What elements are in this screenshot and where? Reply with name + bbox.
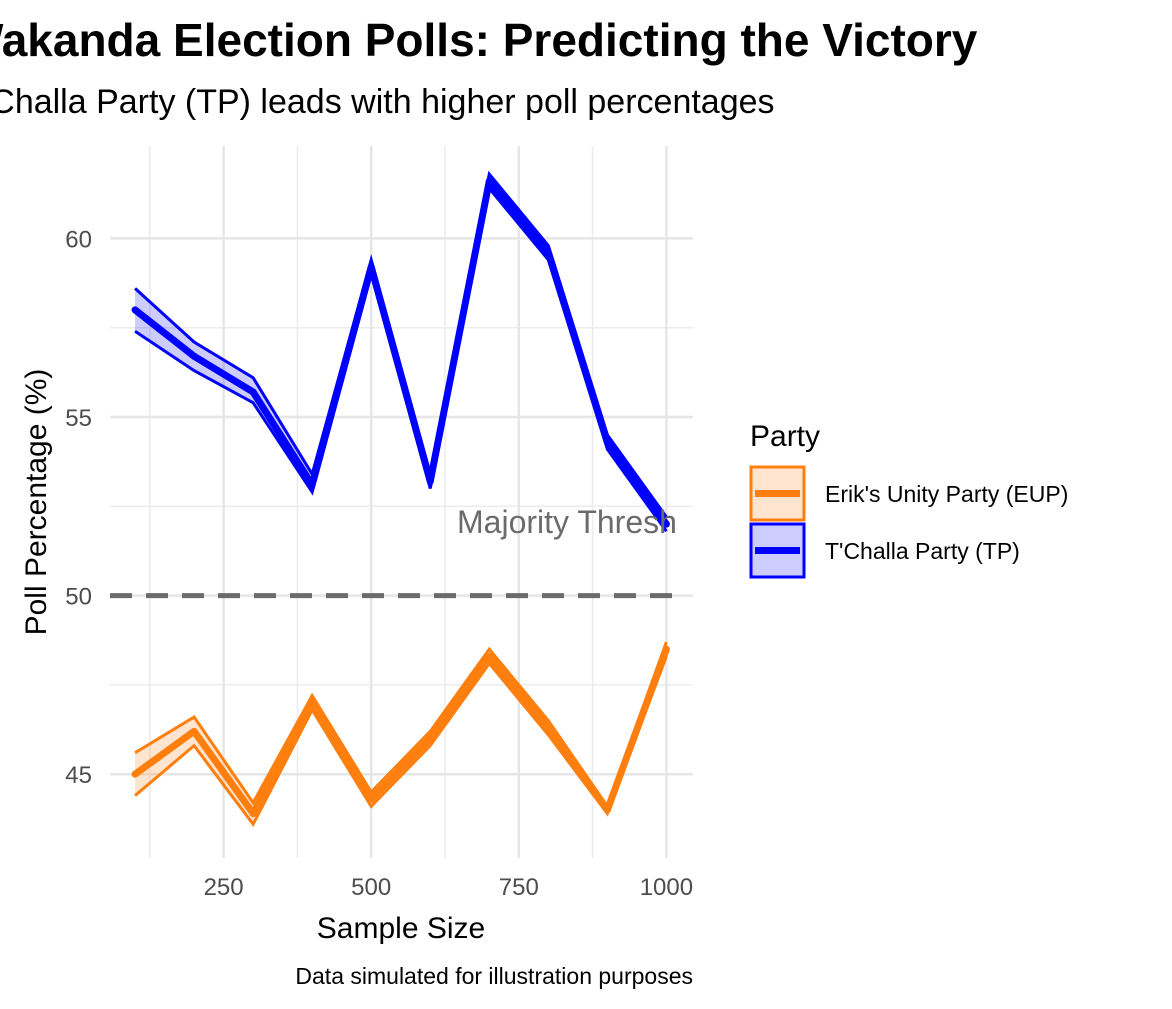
y-tick-label: 50: [65, 584, 92, 611]
series-band: [135, 642, 667, 825]
data-point: [544, 724, 552, 732]
series-band-edge: [134, 170, 668, 518]
plot-area: [110, 170, 683, 828]
data-point: [485, 177, 493, 185]
data-point: [485, 652, 493, 660]
x-tick-label: 1000: [640, 874, 693, 901]
data-point: [249, 809, 257, 817]
data-point: [308, 699, 316, 707]
majority-threshold-label: Majority Thresh: [457, 504, 677, 540]
data-point: [131, 306, 139, 314]
data-point: [426, 734, 434, 742]
series-line: [132, 177, 670, 527]
series-1: [131, 170, 670, 533]
series-band: [135, 174, 667, 532]
x-tick-label: 750: [499, 874, 539, 901]
y-tick-label: 55: [65, 405, 92, 432]
x-axis-title: Sample Size: [317, 912, 485, 945]
series-0: [131, 641, 670, 828]
legend-label: T'Challa Party (TP): [825, 538, 1020, 564]
legend-item: Erik's Unity Party (EUP): [749, 465, 1068, 522]
data-point: [662, 520, 670, 528]
legend: Party Erik's Unity Party (EUP) T'Challa Pa…: [749, 420, 1068, 579]
chart-caption: Data simulated for illustration purposes: [295, 963, 693, 989]
series-line: [132, 647, 670, 817]
series-band-edge: [134, 655, 668, 828]
labels: Majority Thresh 45 50 55 60 250 500 750 1000 Waka…: [0, 14, 978, 989]
data-point: [131, 770, 139, 778]
data-point: [249, 388, 257, 396]
grid: [110, 146, 693, 858]
x-tick-label: 500: [351, 874, 391, 901]
legend-label: Erik's Unity Party (EUP): [825, 481, 1068, 507]
y-axis-title: Poll Percentage (%): [20, 369, 53, 636]
legend-item: T'Challa Party (TP): [749, 522, 1020, 579]
data-point: [308, 481, 316, 489]
y-tick-label: 45: [65, 762, 92, 789]
data-point: [603, 806, 611, 814]
chart-subtitle: T'Challa Party (TP) leads with higher po…: [0, 83, 775, 121]
data-point: [662, 645, 670, 653]
data-point: [367, 263, 375, 271]
data-point: [190, 727, 198, 735]
y-tick-label: 60: [65, 226, 92, 253]
data-point: [190, 352, 198, 360]
data-point: [367, 795, 375, 803]
chart-title: Wakanda Election Polls: Predicting the V…: [0, 14, 978, 66]
legend-title: Party: [750, 420, 820, 453]
data-point: [544, 249, 552, 257]
data-point: [426, 477, 434, 485]
data-point: [603, 438, 611, 446]
x-tick-label: 250: [204, 874, 244, 901]
